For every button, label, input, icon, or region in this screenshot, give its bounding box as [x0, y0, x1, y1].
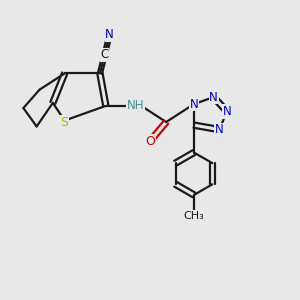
Text: CH₃: CH₃	[184, 211, 204, 220]
Text: N: N	[223, 105, 231, 118]
Text: N: N	[105, 28, 114, 41]
Text: N: N	[215, 123, 224, 136]
Text: N: N	[190, 98, 198, 111]
Text: O: O	[145, 135, 155, 148]
Text: S: S	[60, 116, 68, 129]
Text: N: N	[209, 91, 218, 103]
Text: NH: NH	[127, 99, 144, 112]
Text: C: C	[100, 48, 109, 62]
